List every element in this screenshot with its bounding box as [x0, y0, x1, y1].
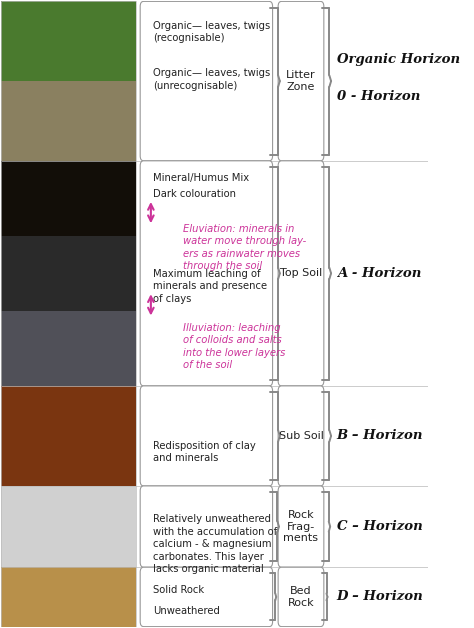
Text: Illuviation: leaching
of colloids and salts
into the lower layers
of the soil: Illuviation: leaching of colloids and sa…	[183, 323, 285, 370]
FancyBboxPatch shape	[278, 386, 324, 486]
Bar	[1, 386, 136, 486]
Bar	[1, 386, 136, 486]
FancyBboxPatch shape	[140, 567, 273, 627]
Text: Sub Soil: Sub Soil	[279, 431, 323, 441]
Text: Unweathered: Unweathered	[153, 606, 220, 616]
Text: Mineral/Humus Mix: Mineral/Humus Mix	[153, 173, 249, 183]
Text: C – Horizon: C – Horizon	[337, 520, 422, 533]
FancyBboxPatch shape	[140, 386, 273, 486]
Bar	[1, 161, 136, 236]
Bar	[1, 311, 136, 386]
FancyBboxPatch shape	[278, 486, 324, 567]
Bar	[1, 1, 136, 161]
Text: B – Horizon: B – Horizon	[337, 430, 423, 442]
Text: Litter
Zone: Litter Zone	[286, 70, 316, 92]
Text: Organic— leaves, twigs
(unrecognisable): Organic— leaves, twigs (unrecognisable)	[153, 68, 270, 91]
FancyBboxPatch shape	[140, 486, 273, 567]
Text: Redisposition of clay
and minerals: Redisposition of clay and minerals	[153, 441, 256, 463]
Bar	[1, 567, 136, 627]
Bar	[1, 81, 136, 161]
Text: Top Soil: Top Soil	[280, 268, 322, 278]
Text: D – Horizon: D – Horizon	[337, 590, 423, 604]
FancyBboxPatch shape	[278, 567, 324, 627]
Text: A - Horizon: A - Horizon	[337, 267, 421, 280]
FancyBboxPatch shape	[278, 1, 324, 161]
FancyBboxPatch shape	[278, 161, 324, 386]
Bar	[1, 486, 136, 567]
Text: Organic— leaves, twigs
(recognisable): Organic— leaves, twigs (recognisable)	[153, 21, 270, 43]
FancyBboxPatch shape	[140, 161, 273, 386]
Text: Maximum leaching of
minerals and presence
of clays: Maximum leaching of minerals and presenc…	[153, 269, 267, 304]
Bar	[1, 567, 136, 627]
Bar	[1, 161, 136, 386]
Text: Bed
Rock: Bed Rock	[288, 586, 314, 608]
Text: Organic Horizon: Organic Horizon	[337, 53, 460, 66]
FancyBboxPatch shape	[140, 1, 273, 161]
Text: Solid Rock: Solid Rock	[153, 585, 204, 595]
Text: Dark colouration: Dark colouration	[153, 189, 236, 199]
Bar	[1, 1, 136, 81]
Text: 0 - Horizon: 0 - Horizon	[337, 90, 420, 103]
Text: Eluviation: minerals in
water move through lay-
ers as rainwater moves
through t: Eluviation: minerals in water move throu…	[183, 224, 306, 271]
Text: Relatively unweathered
with the accumulation of
calcium - & magnesium
carbonates: Relatively unweathered with the accumula…	[153, 514, 277, 574]
Bar	[1, 236, 136, 311]
Bar	[1, 486, 136, 567]
Text: Rock
Frag-
ments: Rock Frag- ments	[283, 510, 319, 543]
